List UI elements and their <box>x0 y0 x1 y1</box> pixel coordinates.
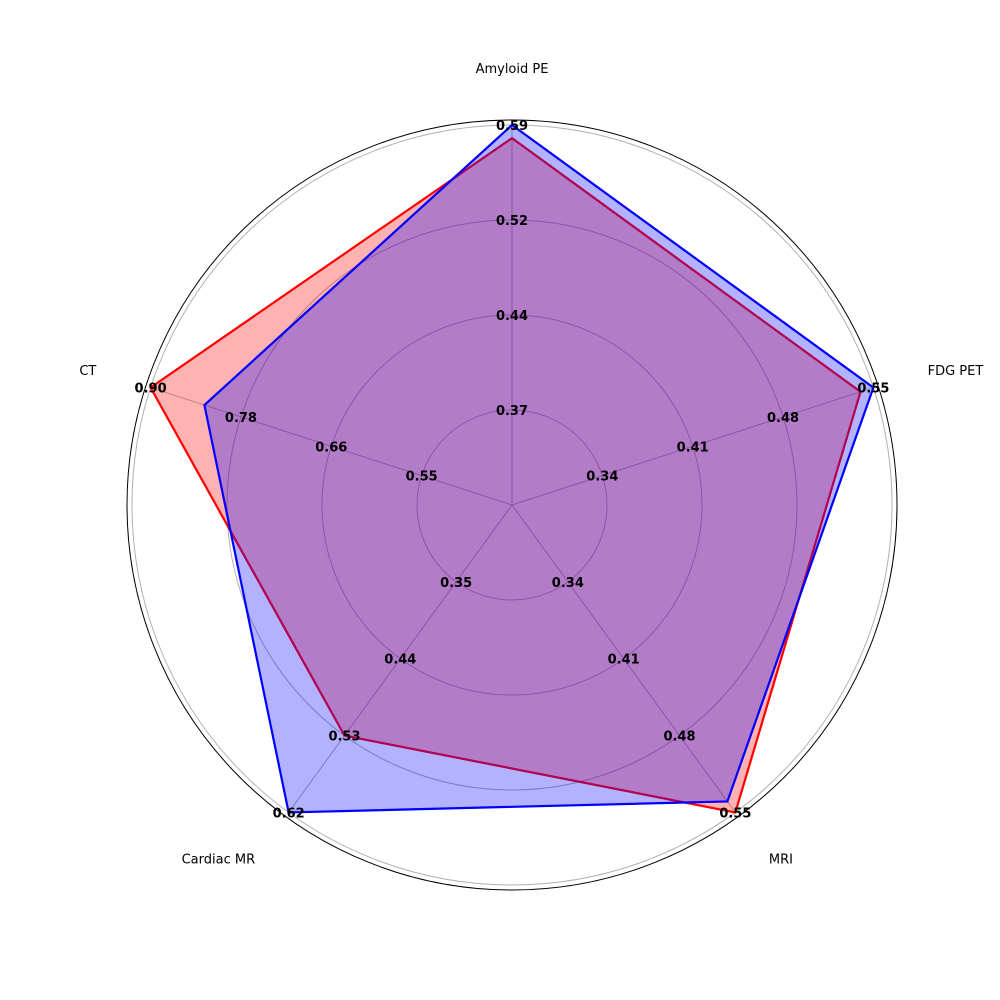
tick-label: 0.37 <box>496 404 528 419</box>
axis-spoke <box>150 387 513 506</box>
tick-label: 0.55 <box>406 470 438 485</box>
category-label: FDG PET <box>928 364 984 379</box>
tick-label: 0.35 <box>440 576 472 591</box>
tick-label: 0.41 <box>608 653 640 668</box>
series-2-area <box>203 123 875 814</box>
axis-spoke <box>511 387 874 506</box>
tick-label: 0.48 <box>767 411 799 426</box>
category-label: Cardiac MR <box>182 853 256 868</box>
category-label: Amyloid PE <box>476 62 549 77</box>
tick-label: 0.78 <box>225 411 257 426</box>
tick-label: 0.55 <box>857 382 889 397</box>
tick-label: 0.53 <box>328 730 360 745</box>
tick-label: 0.48 <box>663 730 695 745</box>
tick-label: 0.66 <box>315 440 347 455</box>
tick-label: 0.62 <box>273 806 305 821</box>
tick-label: 0.55 <box>719 806 751 821</box>
tick-label: 0.52 <box>496 214 528 229</box>
tick-label: 0.41 <box>677 440 709 455</box>
tick-label: 0.44 <box>496 309 528 324</box>
grid <box>126 119 898 891</box>
tick-label: 0.90 <box>135 382 167 397</box>
outer-frame <box>126 119 898 891</box>
series-group <box>149 123 875 814</box>
series-1-area <box>149 136 862 814</box>
labels: 0.37 0.44 0.52 0.59 0.34 0.41 0.48 0.55 0.34 0.41… <box>79 62 983 868</box>
tick-label: 0.34 <box>552 576 584 591</box>
category-label: MRI <box>769 853 793 868</box>
axis-spoke <box>511 504 736 813</box>
axis-spoke <box>288 504 513 813</box>
tick-label: 0.59 <box>496 119 528 134</box>
tick-label: 0.34 <box>586 470 618 485</box>
category-label: CT <box>79 364 96 379</box>
tick-label: 0.44 <box>384 653 416 668</box>
